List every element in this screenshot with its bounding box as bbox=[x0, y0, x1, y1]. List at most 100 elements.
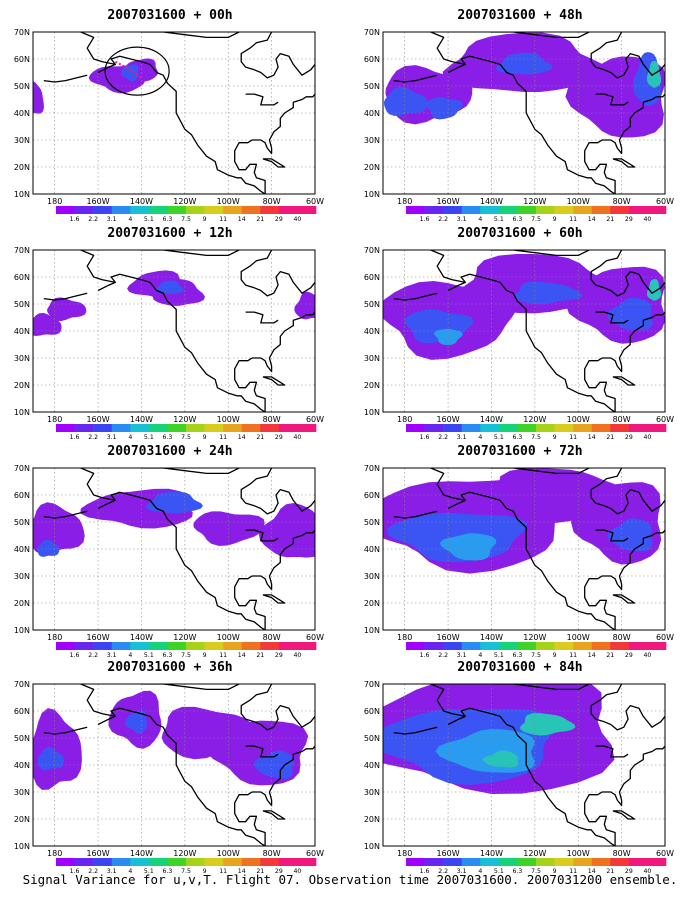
lon-tick-label: 140W bbox=[480, 633, 503, 642]
coastline bbox=[612, 376, 636, 386]
coastline bbox=[447, 281, 466, 292]
coastline bbox=[234, 93, 315, 194]
colorbar-label: 29 bbox=[625, 216, 633, 223]
colorbar-swatch bbox=[167, 424, 187, 432]
colorbar-label: 9 bbox=[553, 216, 557, 223]
variance-region bbox=[520, 713, 576, 736]
lat-tick-label: 10N bbox=[14, 626, 30, 635]
colorbar-swatch bbox=[278, 424, 298, 432]
colorbar-swatch bbox=[130, 642, 150, 650]
coastline bbox=[43, 510, 88, 519]
coastline bbox=[43, 74, 88, 83]
colorbar-swatch bbox=[554, 206, 574, 214]
colorbar-swatch bbox=[573, 642, 593, 650]
coastline bbox=[245, 745, 279, 758]
coastline bbox=[234, 311, 315, 412]
coastline bbox=[262, 376, 286, 386]
colorbar-label: 3.1 bbox=[107, 216, 117, 223]
colorbar-label: 7.5 bbox=[531, 434, 541, 441]
map-plot-area bbox=[383, 250, 665, 412]
map-frame bbox=[32, 683, 316, 847]
colorbar-swatch bbox=[111, 424, 131, 432]
map-panel: 2007031600 + 36h 180 160W 140W 120W 100W 80W 60… bbox=[0, 660, 340, 875]
lon-tick-label: 80W bbox=[613, 633, 631, 642]
colorbar-label: 5.1 bbox=[144, 652, 154, 659]
colorbar-label: 7.5 bbox=[181, 868, 191, 875]
coastline bbox=[595, 311, 629, 324]
variance-region bbox=[121, 64, 139, 82]
lat-tick-label: 40N bbox=[14, 761, 30, 770]
lat-tick-label: 30N bbox=[364, 354, 380, 363]
colorbar-label: 40 bbox=[643, 868, 651, 875]
map-svg: 180 160W 140W 120W 100W 80W 60W 10N 20N 30N 40N 50N… bbox=[14, 464, 324, 659]
lat-tick-label: 30N bbox=[14, 354, 30, 363]
coastline bbox=[590, 684, 665, 731]
coastline bbox=[80, 468, 266, 630]
colorbar-label: 4 bbox=[128, 868, 132, 875]
lon-tick-label: 160W bbox=[86, 197, 109, 206]
colorbar-label: 21 bbox=[256, 434, 264, 441]
colorbar-label: 14 bbox=[238, 434, 246, 441]
lon-tick-label: 80W bbox=[263, 197, 281, 206]
colorbar-label: 29 bbox=[275, 868, 283, 875]
variance-region bbox=[37, 539, 60, 557]
coastline bbox=[590, 468, 665, 515]
colorbar-label: 40 bbox=[643, 216, 651, 223]
colorbar-swatch bbox=[241, 424, 261, 432]
map-frame bbox=[32, 31, 316, 195]
colorbar-swatch bbox=[573, 424, 593, 432]
colorbar-swatch bbox=[406, 206, 425, 214]
colorbar-label: 1.6 bbox=[70, 216, 80, 223]
coastline bbox=[590, 250, 665, 297]
colorbar-label: 3.1 bbox=[457, 216, 467, 223]
lat-tick-label: 70N bbox=[364, 680, 380, 689]
coastline bbox=[141, 468, 240, 475]
colorbar-label: 1.6 bbox=[420, 434, 430, 441]
colorbar-swatch bbox=[406, 642, 425, 650]
colorbar-swatch bbox=[241, 858, 261, 866]
coastline bbox=[97, 499, 116, 510]
colorbar-swatch bbox=[93, 642, 113, 650]
coastline bbox=[262, 594, 286, 604]
map-svg: 180 160W 140W 120W 100W 80W 60W 10N 20N 30N 40N 50N… bbox=[14, 28, 324, 223]
map-plot-area bbox=[33, 32, 315, 194]
lat-tick-label: 20N bbox=[364, 381, 380, 390]
lon-tick-label: 60W bbox=[306, 197, 324, 206]
colorbar-swatch bbox=[297, 642, 317, 650]
lon-tick-label: 100W bbox=[567, 633, 590, 642]
colorbar-label: 6.3 bbox=[163, 216, 173, 223]
lat-tick-label: 20N bbox=[364, 163, 380, 172]
lat-tick-label: 60N bbox=[364, 707, 380, 716]
coastline bbox=[234, 745, 315, 846]
lat-tick-label: 50N bbox=[14, 300, 30, 309]
colorbar-swatch bbox=[591, 642, 611, 650]
variance-region bbox=[383, 86, 428, 116]
lon-tick-label: 140W bbox=[130, 633, 153, 642]
panel-title: 2007031600 + 84h bbox=[457, 660, 583, 675]
lat-tick-label: 10N bbox=[364, 626, 380, 635]
lon-tick-label: 120W bbox=[523, 633, 546, 642]
lat-tick-label: 10N bbox=[14, 842, 30, 851]
colorbar-label: 29 bbox=[625, 652, 633, 659]
colorbar-swatch bbox=[610, 206, 630, 214]
colorbar-label: 7.5 bbox=[181, 652, 191, 659]
lat-tick-label: 60N bbox=[364, 55, 380, 64]
colorbar-swatch bbox=[56, 206, 75, 214]
colorbar-label: 11 bbox=[569, 216, 577, 223]
colorbar-label: 3.1 bbox=[457, 868, 467, 875]
colorbar-label: 40 bbox=[293, 868, 301, 875]
colorbar-swatch bbox=[167, 858, 187, 866]
coastline bbox=[584, 529, 665, 630]
colorbar-label: 21 bbox=[256, 868, 264, 875]
colorbar-swatch bbox=[536, 206, 555, 214]
colorbar-swatch bbox=[443, 206, 463, 214]
colorbar-swatch bbox=[186, 642, 205, 650]
lat-tick-label: 50N bbox=[364, 518, 380, 527]
colorbar-swatch bbox=[554, 642, 574, 650]
colorbar-label: 5.1 bbox=[144, 434, 154, 441]
colorbar-swatch bbox=[480, 424, 500, 432]
colorbar-swatch bbox=[93, 206, 113, 214]
lat-tick-label: 40N bbox=[364, 109, 380, 118]
colorbar-label: 5.1 bbox=[494, 216, 504, 223]
colorbar-label: 14 bbox=[588, 652, 596, 659]
